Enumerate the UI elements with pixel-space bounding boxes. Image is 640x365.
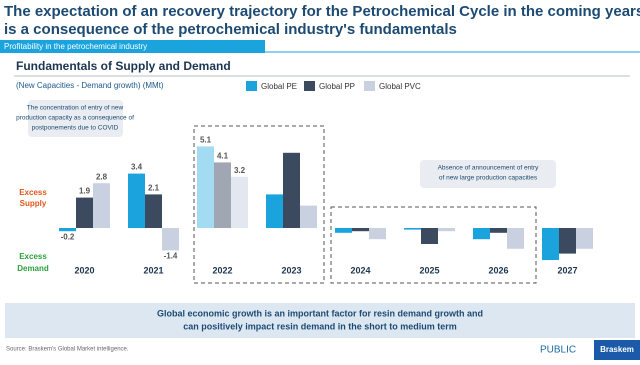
x-tick-label: 2026 [488,265,508,275]
data-label: 4.1 [217,152,229,161]
footer-box [5,303,635,338]
data-label: 3.2 [234,166,246,175]
bar [197,146,214,228]
title-line: is a consequence of the petrochemical in… [4,21,457,38]
annotation-box [420,160,556,188]
bar [76,197,93,228]
annotation: production capacity as a consequence of [16,115,134,122]
bar [352,228,369,232]
bar [438,228,455,232]
data-label: 3.4 [131,163,143,172]
data-label: 2.8 [96,172,108,181]
bar [266,194,283,228]
zone-label: Supply [20,199,47,208]
x-tick-label: 2022 [212,265,232,275]
x-tick-label: 2023 [281,265,301,275]
bar [93,183,110,228]
bar [542,228,559,260]
bar [214,162,231,228]
zone-label: Demand [17,264,49,273]
bar [335,228,352,233]
x-tick-label: 2027 [557,265,577,275]
bar [231,176,248,228]
bar [128,173,145,228]
bar [490,228,507,233]
y-label: (New Capacities - Demand growth) (MMt) [16,81,164,90]
bar [473,228,490,240]
x-tick-label: 2025 [419,265,439,275]
bar [369,228,386,240]
x-tick-label: 2024 [350,265,370,275]
bar [162,228,179,251]
logo: Braskem [600,345,634,354]
zone-label: Excess [19,188,47,197]
legend-swatch [246,81,257,91]
bar [404,228,421,230]
bar [300,205,317,228]
annotation: of new large production capacities [439,175,538,182]
subtitle: Fundamentals of Supply and Demand [16,59,231,73]
bar [576,228,593,249]
data-label: -1.4 [164,252,178,261]
data-label: 2.1 [148,184,160,193]
title-line: The expectation of an recovery trajector… [4,3,640,20]
bar [145,194,162,228]
banner-text: Profitability in the petrochemical indus… [4,42,147,51]
annotation-box [28,100,123,137]
annotation: postponements due to COVID [32,125,119,132]
annotation: Absence of announcement of entry [438,165,540,172]
highlight-box [193,125,325,284]
legend-swatch [364,81,375,91]
bar [559,228,576,254]
footer-note: Global economic growth is an important f… [157,308,483,318]
classification: PUBLIC [540,345,576,356]
bar [59,228,76,232]
logo-box [594,340,640,360]
legend-label: Global PVC [379,82,421,91]
legend-swatch [304,81,315,91]
zone-label: Excess [19,252,47,261]
footer-note: can positively impact resin demand in th… [183,321,457,331]
legend-label: Global PE [261,82,297,91]
x-tick-label: 2021 [143,265,163,275]
data-label: 1.9 [79,187,91,196]
source: Source: Braskem's Global Market intellig… [6,347,129,353]
legend-label: Global PP [319,82,355,91]
x-tick-label: 2020 [74,265,94,275]
data-label: 5.1 [200,136,212,145]
annotation: The concentration of entry of new [27,105,124,112]
data-label: -0.2 [61,232,75,241]
bar [421,228,438,244]
banner [0,40,265,53]
bar [507,228,524,249]
bar [283,152,300,228]
